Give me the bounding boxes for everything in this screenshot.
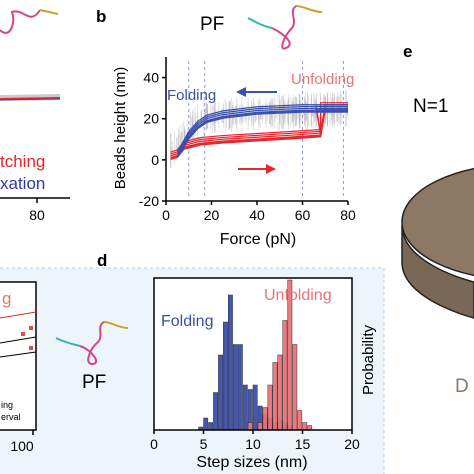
- panel-b-x-tick-label: 20: [204, 207, 220, 223]
- panel-b-xlabel: Force (pN): [220, 231, 296, 248]
- panel-d-folding-bar: [242, 384, 248, 431]
- panel-b-x-tick-label: 40: [249, 207, 265, 223]
- panel-d: d PF 0 5 10 15 20 Step sizes (nm) Probabilit…: [55, 251, 377, 471]
- panel-b-folding-trace: [176, 105, 348, 153]
- panel-d-unfolding-bar: [247, 422, 253, 431]
- panel-b-y-tick-label: 40: [143, 70, 159, 86]
- panel-e-fragment: e N=1 D: [401, 42, 474, 397]
- panel-c-point: [29, 326, 33, 330]
- panel-d-legend-folding: Folding: [161, 313, 213, 330]
- panel-b-protein-sketch: [247, 5, 323, 50]
- panel-c-fit-line-1: [0, 311, 37, 319]
- panel-b-folding-trace: [176, 107, 348, 155]
- panel-c-label-g: g: [2, 289, 11, 308]
- panel-a-label-relaxation: xation: [0, 174, 45, 193]
- panel-d-folding-bar: [252, 384, 258, 431]
- panel-b-arrow-folding: [236, 87, 277, 97]
- panel-c-fit-line-2: [0, 336, 37, 344]
- panel-b-annotation-unfolding: Unfolding: [291, 71, 354, 88]
- panel-d-protein-sketch: [55, 321, 129, 366]
- panel-d-x-tick-label: 5: [200, 436, 208, 452]
- panel-b-folding-trace: [176, 104, 348, 151]
- panel-d-folding-bar: [223, 321, 228, 431]
- panel-d-unfolding-bar: [262, 407, 268, 431]
- panel-e-disk: [401, 167, 474, 319]
- panel-c-point: [29, 346, 33, 350]
- panel-b-y-tick-label: 0: [151, 152, 159, 168]
- panel-a-protein-tail: [39, 9, 59, 15]
- panel-e-d-label: D: [455, 376, 469, 397]
- panel-d-xlabel: Step sizes (nm): [196, 454, 307, 471]
- panel-d-unfolding-bar: [272, 362, 278, 431]
- panel-d-folding-bar: [232, 344, 238, 431]
- panel-d-x-tick-label: 15: [295, 436, 311, 452]
- panel-c-legend-2: erval: [1, 412, 21, 422]
- panel-c-fit-line-3: [0, 351, 37, 358]
- panel-b-folding-trace: [176, 110, 348, 157]
- panel-d-x-tick-label: 0: [150, 436, 158, 452]
- panel-d-unfolding-bar: [282, 320, 288, 431]
- panel-a-traces: [0, 94, 61, 101]
- panel-e-letter: e: [403, 42, 412, 61]
- panel-d-x-tick-label: 20: [344, 436, 360, 452]
- panel-b-pf-label: PF: [200, 14, 224, 35]
- panel-b-x-tick-label: 60: [295, 207, 311, 223]
- panel-d-folding-bar: [213, 392, 218, 431]
- panel-a-tick-80: 80: [29, 207, 45, 223]
- panel-b-x-tick-label: 0: [162, 207, 170, 223]
- panel-b-arrow-unfolding: [238, 164, 276, 174]
- panel-d-folding-bar: [208, 422, 214, 431]
- panel-b-letter: b: [96, 7, 106, 26]
- panel-c-point: [21, 332, 25, 336]
- panel-d-folding-bar: [228, 294, 233, 431]
- panel-d-folding-bar: [218, 354, 223, 431]
- panel-d-unfolding-bar: [292, 344, 298, 431]
- panel-c-legend-1: ing: [1, 400, 13, 410]
- panel-a-label-stretching: tching: [0, 152, 45, 171]
- panel-b-y-tick-label: 20: [143, 111, 159, 127]
- panel-a-protein-sketch: [0, 9, 41, 34]
- panel-d-legend-unfolding: Unfolding: [264, 287, 332, 304]
- panel-a-fragment: 80 tching xation g ing erval 100: [0, 9, 70, 454]
- panel-c-tick-100: 100: [10, 438, 34, 454]
- panel-d-folding-bar: [237, 344, 243, 431]
- panel-b-y-tick-label: -20: [139, 193, 159, 209]
- panel-d-unfolding-bar: [257, 422, 263, 431]
- panel-e-n-label: N=1: [413, 96, 448, 117]
- panel-d-ylabel: Probability: [360, 324, 377, 395]
- panel-b-ylabel: Beads height (nm): [112, 67, 129, 190]
- panel-d-folding-bar: [203, 417, 209, 431]
- panel-d-unfolding-bar: [277, 354, 283, 431]
- panel-d-x-tick-label: 10: [245, 436, 261, 452]
- panel-d-unfolding-bar: [297, 410, 303, 431]
- panel-d-letter: d: [97, 251, 107, 270]
- panel-b-annotation-folding: Folding: [167, 87, 216, 104]
- panel-b-x-tick-label: 80: [340, 207, 356, 223]
- panel-d-pf-label: PF: [82, 372, 106, 393]
- panel-d-unfolding-bar: [302, 422, 308, 431]
- panel-d-unfolding-bar: [267, 384, 273, 431]
- panel-d-plot-area: 0 5 10 15 20: [150, 277, 360, 452]
